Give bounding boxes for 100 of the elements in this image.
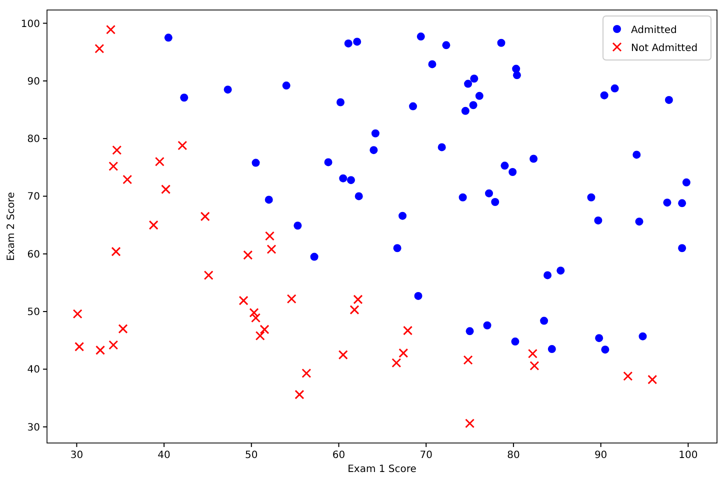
- point: [243, 250, 253, 260]
- point: [508, 168, 517, 176]
- y-tick-label: 30: [27, 422, 40, 434]
- point: [350, 305, 360, 315]
- point: [512, 71, 521, 80]
- point: [438, 143, 446, 152]
- point: [600, 91, 608, 100]
- point: [466, 327, 474, 336]
- point: [465, 418, 475, 428]
- point: [370, 146, 378, 154]
- point: [294, 222, 302, 230]
- point: [294, 390, 304, 400]
- point: [96, 345, 106, 355]
- point: [353, 38, 362, 46]
- point: [403, 326, 413, 336]
- point: [346, 176, 355, 184]
- point: [266, 244, 276, 254]
- point: [282, 82, 290, 90]
- point: [393, 244, 402, 252]
- point: [122, 174, 132, 184]
- point: [638, 332, 647, 340]
- point: [483, 321, 492, 330]
- point: [264, 196, 273, 204]
- point: [252, 158, 260, 167]
- point: [354, 192, 363, 200]
- point: [249, 308, 259, 318]
- point: [601, 346, 610, 354]
- x-tick-label: 40: [158, 450, 170, 461]
- point: [470, 74, 478, 83]
- point: [108, 162, 118, 171]
- point: [106, 24, 116, 34]
- point: [678, 199, 686, 208]
- x-tick-label: 60: [332, 450, 346, 461]
- point: [371, 129, 380, 138]
- point: [464, 80, 472, 88]
- x-tick-label: 100: [678, 450, 698, 461]
- point: [664, 96, 673, 104]
- point: [74, 342, 84, 352]
- point: [154, 156, 164, 166]
- point: [286, 294, 296, 304]
- point: [530, 154, 538, 163]
- point: [648, 374, 658, 384]
- point: [414, 292, 422, 300]
- legend-label: Not Admitted: [631, 43, 698, 54]
- point: [108, 340, 118, 350]
- point: [238, 296, 248, 306]
- y-tick-label: 80: [27, 134, 40, 146]
- point: [678, 244, 686, 252]
- point: [336, 98, 345, 106]
- point: [500, 162, 509, 170]
- point: [663, 198, 672, 207]
- point: [497, 38, 506, 47]
- point: [475, 92, 484, 100]
- y-axis-title: Exam 2 Score: [6, 192, 17, 261]
- point: [265, 231, 274, 241]
- point: [632, 150, 641, 159]
- point: [112, 145, 122, 155]
- point: [463, 355, 473, 365]
- point: [528, 348, 538, 358]
- y-tick-label: 40: [27, 364, 40, 376]
- point: [338, 350, 348, 360]
- point: [511, 338, 520, 346]
- point: [485, 189, 494, 198]
- point: [530, 360, 540, 370]
- point: [595, 334, 604, 342]
- point: [224, 86, 232, 94]
- point: [548, 345, 556, 354]
- y-tick-label: 90: [27, 76, 40, 88]
- point: [428, 60, 436, 68]
- y-tick-label: 60: [27, 249, 40, 260]
- point: [204, 270, 214, 280]
- point: [469, 101, 478, 110]
- point: [610, 84, 619, 92]
- point: [302, 368, 312, 378]
- point: [111, 246, 121, 256]
- point: [594, 216, 602, 224]
- point: [682, 178, 690, 186]
- point: [409, 102, 418, 110]
- point: [72, 309, 82, 319]
- point: [200, 212, 210, 222]
- point: [178, 140, 188, 150]
- point: [540, 316, 548, 325]
- point: [635, 218, 644, 226]
- point: [398, 348, 408, 358]
- point: [148, 220, 158, 230]
- x-tick-label: 80: [507, 450, 520, 461]
- point: [491, 198, 500, 206]
- point: [339, 174, 348, 182]
- x-tick-label: 30: [70, 450, 84, 461]
- point: [398, 212, 407, 220]
- point: [623, 371, 633, 381]
- y-tick-label: 70: [27, 192, 40, 203]
- legend-label: Admitted: [631, 25, 677, 36]
- point: [310, 252, 318, 261]
- y-tick-label: 100: [20, 18, 40, 30]
- point: [255, 331, 265, 341]
- x-tick-label: 70: [420, 450, 432, 461]
- point: [164, 34, 172, 42]
- x-axis-title: Exam 1 Score: [348, 464, 416, 475]
- point: [353, 294, 363, 304]
